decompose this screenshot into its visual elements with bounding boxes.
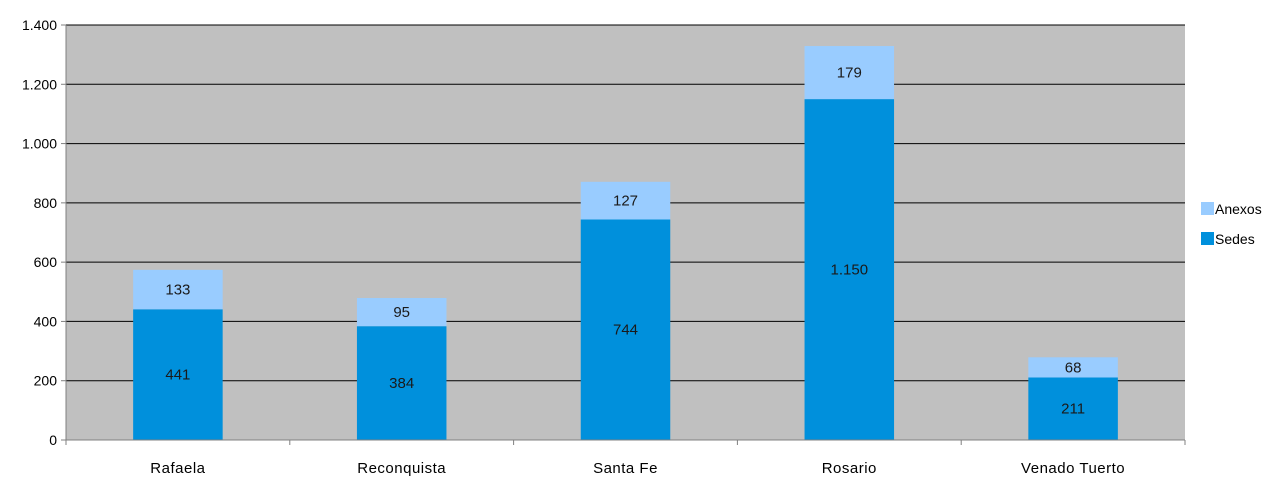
x-category-label: Venado Tuerto <box>1021 460 1125 477</box>
y-axis-ticks: 0 200 400 600 800 1.000 1.200 1.400 <box>22 17 66 448</box>
y-tick-label: 1.400 <box>22 17 57 33</box>
data-label-anexos: 133 <box>165 282 190 299</box>
bar-sedes-venado-tuerto <box>1028 377 1118 440</box>
y-tick-label: 200 <box>34 373 58 389</box>
legend-swatch-anexos <box>1201 202 1214 215</box>
x-axis-ticks: Rafaela Reconquista Santa Fe Rosario Venado … <box>65 440 1186 477</box>
y-tick-label: 0 <box>49 432 57 448</box>
bars <box>133 46 1118 440</box>
bar-sedes-santa-fe <box>580 219 671 440</box>
data-label-sedes: 1.150 <box>831 262 869 279</box>
bar-anexos-santa-fe <box>580 181 671 220</box>
data-label-anexos: 127 <box>613 193 638 210</box>
bar-anexos-venado-tuerto <box>1028 357 1118 378</box>
data-labels: 441 133 384 95 744 127 1.150 179 211 68 <box>165 65 1085 418</box>
data-label-anexos: 179 <box>837 65 862 82</box>
bar-anexos-reconquista <box>356 298 447 327</box>
legend: Anexos Sedes <box>1201 201 1262 247</box>
y-tick-label: 1.000 <box>22 136 57 152</box>
bar-anexos-rafaela <box>133 269 223 310</box>
legend-label-anexos: Anexos <box>1215 201 1262 217</box>
data-label-sedes: 384 <box>389 375 414 392</box>
y-tick-label: 400 <box>34 313 58 329</box>
x-category-label: Reconquista <box>357 460 446 477</box>
data-label-anexos: 68 <box>1065 359 1082 376</box>
data-label-sedes: 211 <box>1061 401 1085 418</box>
legend-label-sedes: Sedes <box>1215 231 1255 247</box>
legend-swatch-sedes <box>1201 232 1214 245</box>
bar-anexos-rosario <box>804 46 895 100</box>
data-label-sedes: 744 <box>613 322 638 339</box>
data-label-anexos: 95 <box>393 304 410 321</box>
x-category-label: Santa Fe <box>593 460 658 477</box>
y-tick-label: 1.200 <box>22 76 57 92</box>
y-tick-label: 800 <box>34 195 58 211</box>
bar-sedes-rosario <box>804 99 895 440</box>
x-category-label: Rafaela <box>150 460 205 477</box>
data-label-sedes: 441 <box>165 367 190 384</box>
bar-sedes-rafaela <box>133 309 223 440</box>
bar-sedes-reconquista <box>356 326 447 440</box>
y-tick-label: 600 <box>34 254 58 270</box>
x-category-label: Rosario <box>822 460 877 477</box>
